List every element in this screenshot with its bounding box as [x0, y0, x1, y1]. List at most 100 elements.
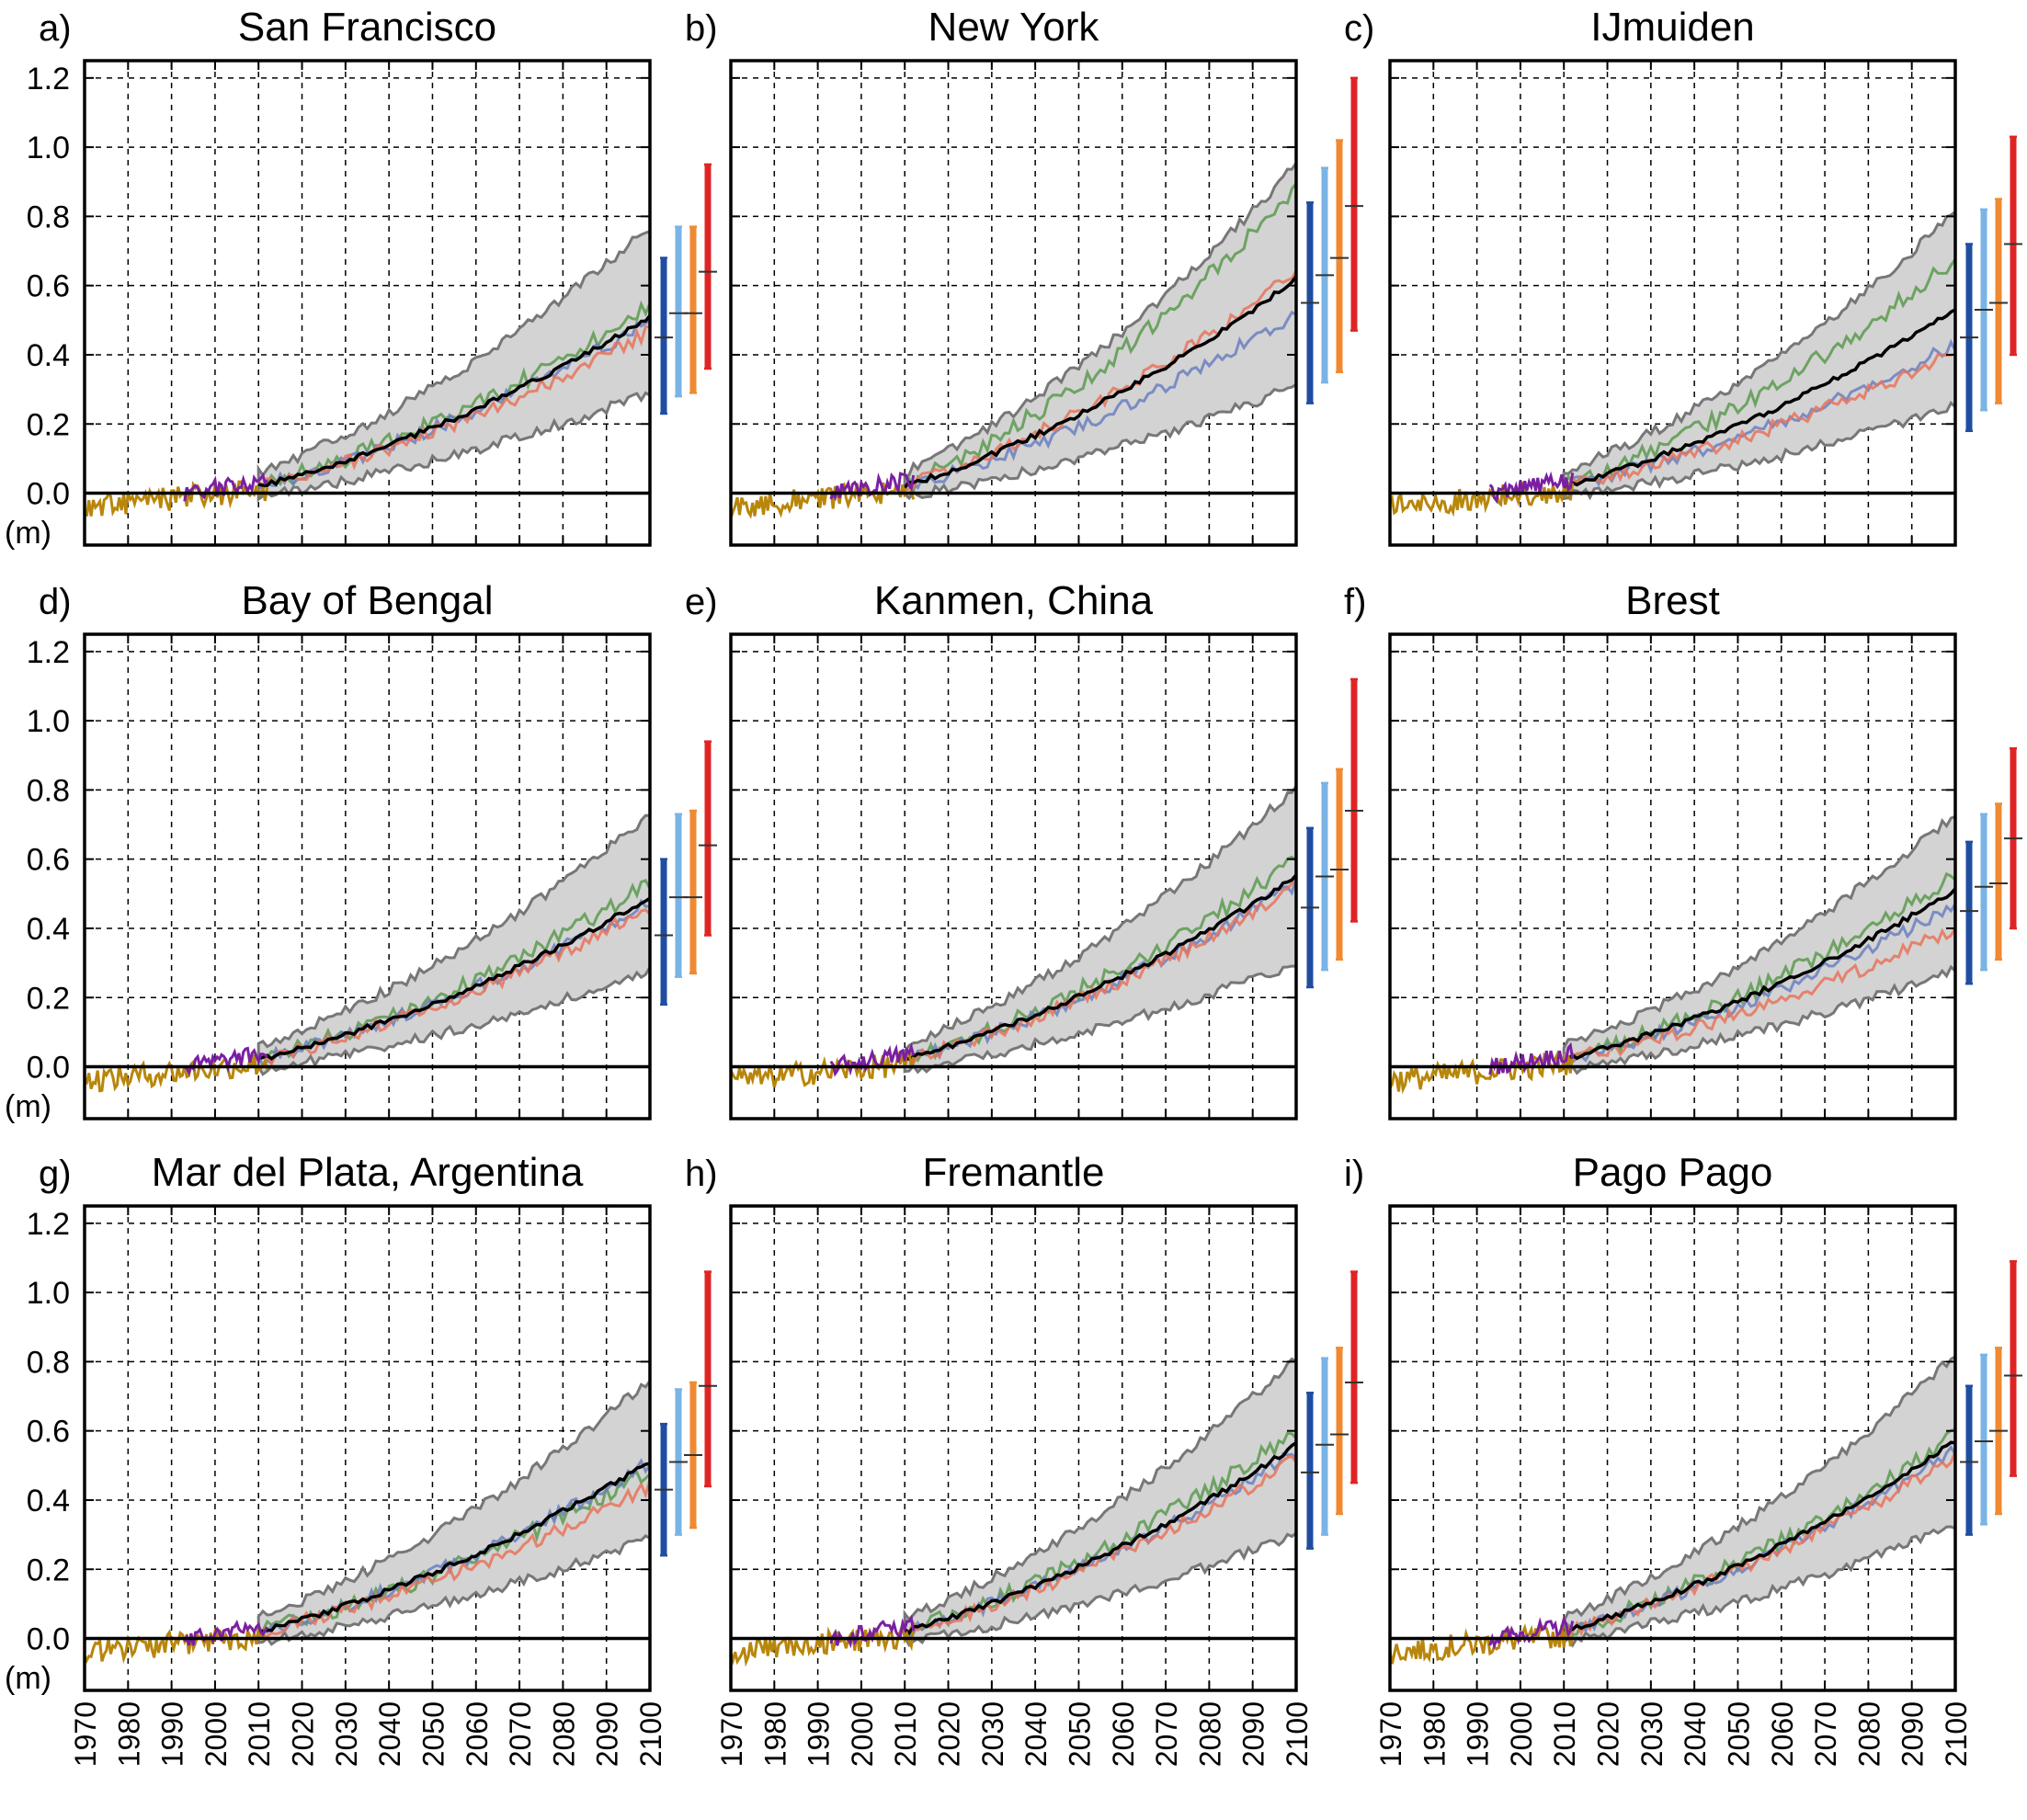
scenario-mid-line	[257, 324, 651, 488]
plot-frame	[1388, 59, 1957, 547]
altimetry-line	[829, 1041, 916, 1077]
panel-3: c) IJmuiden	[1344, 5, 2022, 547]
plot-frame	[1388, 632, 1957, 1120]
x-tick-label: 2090	[1896, 1701, 1930, 1767]
y-tick-label: 0.4	[27, 1484, 70, 1519]
ensemble-envelope	[903, 158, 1298, 501]
y-tick-label: 0.0	[27, 1622, 70, 1657]
panel-2: b) New York	[685, 5, 1363, 547]
ensemble-mean-line	[257, 1462, 651, 1635]
panel-letter: g)	[39, 1154, 72, 1194]
plot-frame	[83, 632, 652, 1120]
ensemble-envelope	[903, 1357, 1298, 1648]
panel-letter: f)	[1344, 582, 1366, 622]
x-tick-label: 2060	[461, 1701, 494, 1767]
grid	[85, 634, 650, 1119]
x-tick-label: 2080	[1193, 1701, 1226, 1767]
panel-8: h) Fremantle 1970 1980 1990 2000 2010 2020 2030 2…	[685, 1150, 1363, 1767]
panel-4: d) Bay of Bengal 0.0 0.2 0.4 0.6 0.8 1.0 1.2 (m)	[5, 578, 717, 1124]
x-tick-label: 2060	[1766, 1701, 1799, 1767]
panel-letter: e)	[685, 582, 718, 622]
tide-gauge-line	[729, 1051, 916, 1088]
y-unit-label: (m)	[5, 1089, 51, 1124]
ensemble-envelope	[1562, 814, 1957, 1075]
tide-gauge-line	[83, 1625, 268, 1665]
x-tick-label: 2050	[416, 1701, 450, 1767]
x-tick-label: 2100	[634, 1701, 667, 1767]
x-tick-label: 2090	[591, 1701, 624, 1767]
grid	[1390, 634, 1955, 1119]
tide-gauge-line	[729, 480, 916, 519]
x-tick-label: 1980	[112, 1701, 145, 1767]
x-tick-label: 2050	[1722, 1701, 1755, 1767]
panel-title: Brest	[1625, 578, 1720, 623]
panel-letter: c)	[1344, 8, 1374, 49]
x-tick-label: 2100	[1940, 1701, 1973, 1767]
y-tick-label: 0.8	[27, 199, 70, 234]
plot-frame	[83, 1204, 652, 1692]
tide-gauge-line	[729, 1623, 916, 1667]
panel-letter: h)	[685, 1154, 718, 1194]
grid	[1390, 61, 1955, 545]
plot-frame	[83, 59, 652, 547]
y-tick-label: 0.6	[27, 843, 70, 878]
x-tick-label: 1970	[715, 1701, 748, 1767]
x-tick-label: 1990	[156, 1701, 189, 1767]
x-tick-label: 2070	[504, 1701, 537, 1767]
x-tick-label: 2030	[976, 1701, 1009, 1767]
y-tick-label: 0.6	[27, 269, 70, 304]
x-tick-label: 2060	[1107, 1701, 1140, 1767]
tide-gauge-line	[83, 480, 269, 518]
scenario-high-line	[1563, 1428, 1956, 1637]
x-tick-label: 2030	[330, 1701, 363, 1767]
x-tick-label: 2000	[199, 1701, 233, 1767]
y-tick-label: 0.2	[27, 1553, 70, 1587]
plot-frame	[729, 632, 1298, 1120]
x-tick-label: 2030	[1635, 1701, 1668, 1767]
altimetry-line	[1488, 471, 1575, 505]
scenario-mid-line	[1563, 352, 1956, 493]
ensemble-mean-line	[257, 896, 651, 1061]
panel-5: e) Kanmen, China	[685, 578, 1363, 1120]
x-tick-label: 2020	[287, 1701, 320, 1767]
y-tick-label: 1.0	[27, 131, 70, 165]
grid	[731, 61, 1296, 545]
tide-gauge-line	[1388, 1050, 1575, 1095]
x-tick-label: 2080	[1852, 1701, 1885, 1767]
panel-title: Pago Pago	[1573, 1150, 1773, 1195]
tide-gauge-line	[83, 1054, 269, 1093]
grid	[85, 61, 650, 545]
x-tick-label: 2040	[373, 1701, 406, 1767]
panel-1: a) San Francisco 0.0 0.2 0.4 0.6 0.8 1.0 1.2 (m)	[5, 5, 717, 551]
panel-9: i) Pago Pago 1970 1980 1990 2000 2010 2020 2030 2…	[1344, 1150, 2022, 1767]
ensemble-mean-line	[904, 1441, 1297, 1636]
ensemble-envelope	[1562, 1354, 1957, 1648]
panel-title: IJmuiden	[1590, 5, 1755, 50]
panel-7: g) Mar del Plata, Argentina 0.0 0.2 0.4 0.6 0.…	[5, 1150, 717, 1767]
panel-6: f) Brest	[1344, 578, 2022, 1120]
x-tick-label: 2080	[547, 1701, 580, 1767]
x-tick-label: 2070	[1809, 1701, 1842, 1767]
plot-frame	[1388, 1204, 1957, 1692]
x-tick-label: 2010	[889, 1701, 922, 1767]
y-tick-label: 0.4	[27, 912, 70, 947]
y-tick-label: 1.2	[27, 635, 70, 670]
panel-title: Kanmen, China	[874, 578, 1154, 623]
x-tick-label: 1990	[1462, 1701, 1495, 1767]
ensemble-envelope	[256, 813, 652, 1076]
x-tick-label: 1970	[1374, 1701, 1407, 1767]
y-tick-label: 0.6	[27, 1415, 70, 1450]
panel-title: Bay of Bengal	[242, 578, 494, 623]
grid	[1390, 1206, 1955, 1690]
altimetry-line	[183, 472, 268, 502]
panel-title: New York	[928, 5, 1100, 50]
x-tick-label: 2020	[933, 1701, 966, 1767]
y-unit-label: (m)	[5, 1661, 51, 1696]
x-tick-label: 2020	[1592, 1701, 1625, 1767]
x-tick-label: 2010	[243, 1701, 276, 1767]
y-tick-label: 0.8	[27, 1345, 70, 1380]
y-tick-label: 0.2	[27, 981, 70, 1016]
panel-title: San Francisco	[238, 5, 496, 50]
x-tick-label: 2040	[1679, 1701, 1712, 1767]
